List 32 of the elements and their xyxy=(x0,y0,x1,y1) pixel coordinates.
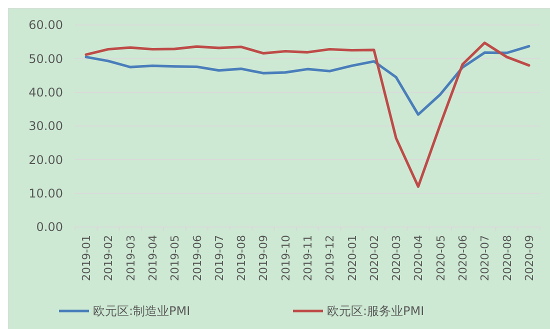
y-tick-label: 0.00 xyxy=(36,220,63,234)
legend-label: 欧元区:服务业PMI xyxy=(327,304,424,318)
x-tick-label: 2019-02 xyxy=(102,235,116,281)
x-tick-label: 2019-09 xyxy=(257,235,270,281)
y-tick-label: 60.00 xyxy=(28,18,63,32)
x-tick-label: 2020-07 xyxy=(478,235,492,281)
x-tick-label: 2019-03 xyxy=(124,235,138,281)
x-tick-label: 2020-06 xyxy=(456,235,470,281)
x-tick-label: 2020-03 xyxy=(390,235,404,281)
y-tick-label: 20.00 xyxy=(28,152,63,167)
legend-label: 欧元区:制造业PMI xyxy=(93,304,190,318)
x-tick-label: 2019-08 xyxy=(235,235,248,281)
line-series xyxy=(84,42,530,188)
x-tick-label: 2019-07 xyxy=(212,235,226,281)
x-tick-label: 2020-05 xyxy=(434,235,448,281)
line-series xyxy=(84,44,530,116)
y-tick-label: 40.00 xyxy=(28,86,63,100)
x-tick-label: 2020-09 xyxy=(522,235,536,281)
x-tick-label: 2020-04 xyxy=(412,235,426,281)
y-tick-label: 30.00 xyxy=(28,119,63,134)
y-tick-label: 10.00 xyxy=(28,186,63,201)
y-tick-label: 50.00 xyxy=(28,52,63,66)
x-tick-label: 2019-12 xyxy=(324,235,337,281)
x-tick-label: 2019-04 xyxy=(146,235,160,281)
x-tick-label: 2019-11 xyxy=(302,235,314,281)
x-tick-label: 2020-01 xyxy=(346,235,359,281)
x-tick-label: 2019-05 xyxy=(168,235,182,281)
x-tick-label: 2019-10 xyxy=(279,235,292,281)
x-tick-label: 2020-08 xyxy=(500,235,514,281)
x-tick-label: 2019-01 xyxy=(80,235,94,281)
x-tick-label: 2019-06 xyxy=(190,235,204,281)
x-tick-label: 2020-02 xyxy=(368,235,381,281)
